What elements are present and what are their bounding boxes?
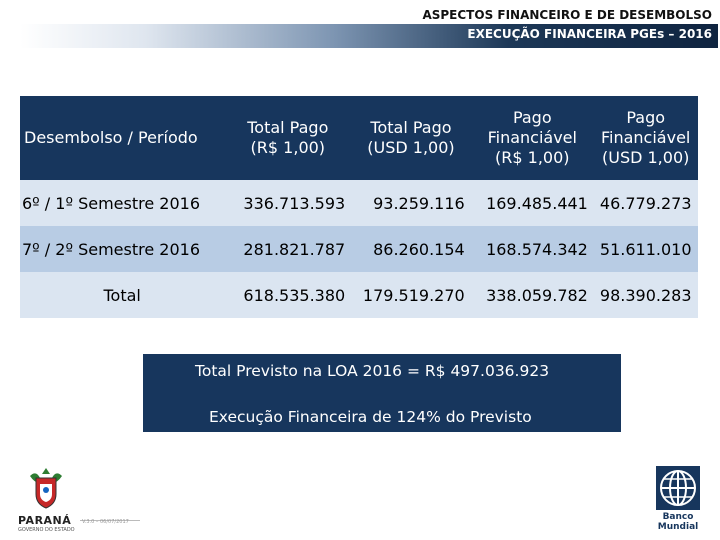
table-header-row: Desembolso / Período Total Pago (R$ 1,00)… [20, 96, 698, 180]
table-cell: 338.059.782 [470, 272, 594, 318]
header-subtitle: EXECUÇÃO FINANCEIRA PGEs – 2016 [467, 27, 712, 41]
table-cell: 46.779.273 [593, 180, 698, 226]
footer-divider [80, 520, 140, 521]
row-label: Total [20, 272, 225, 318]
table-row: 6º / 1º Semestre 2016 336.713.593 93.259… [20, 180, 698, 226]
parana-logo: PARANÁ GOVERNO DO ESTADO [18, 466, 78, 536]
banco-mundial-logo: Banco Mundial [652, 466, 700, 532]
row-label: 7º / 2º Semestre 2016 [20, 226, 225, 272]
table-row: 7º / 2º Semestre 2016 281.821.787 86.260… [20, 226, 698, 272]
table-cell: 98.390.283 [593, 272, 698, 318]
table-cell: 336.713.593 [224, 180, 352, 226]
table-cell: 51.611.010 [593, 226, 698, 272]
column-header: Total Pago (USD 1,00) [351, 96, 472, 180]
table-cell: 179.519.270 [351, 272, 471, 318]
header-bar [20, 24, 718, 48]
table-row-total: Total 618.535.380 179.519.270 338.059.78… [20, 272, 698, 318]
table-cell: 169.485.441 [470, 180, 594, 226]
summary-box: Total Previsto na LOA 2016 = R$ 497.036.… [143, 354, 621, 432]
column-header: Pago Financiável (USD 1,00) [593, 96, 698, 180]
table-cell: 93.259.116 [351, 180, 471, 226]
column-header: Pago Financiável (R$ 1,00) [470, 96, 595, 180]
table-cell: 281.821.787 [224, 226, 352, 272]
table-cell: 168.574.342 [470, 226, 594, 272]
header-title: ASPECTOS FINANCEIRO E DE DESEMBOLSO [422, 8, 712, 22]
parana-logo-word: PARANÁ [18, 514, 72, 527]
world-bank-globe-icon [656, 466, 700, 510]
column-header: Desembolso / Período [20, 96, 225, 180]
parana-logo-subtext: GOVERNO DO ESTADO [18, 527, 75, 533]
table-cell: 618.535.380 [224, 272, 352, 318]
summary-line: Execução Financeira de 124% do Previsto [209, 408, 532, 426]
version-text: V.3.0 – 06/07/2017 [82, 519, 129, 525]
column-header: Total Pago (R$ 1,00) [224, 96, 352, 180]
banco-mundial-text: Banco Mundial [657, 512, 699, 532]
table-cell: 86.260.154 [351, 226, 471, 272]
row-label: 6º / 1º Semestre 2016 [20, 180, 225, 226]
financial-table: Desembolso / Período Total Pago (R$ 1,00)… [20, 96, 698, 318]
summary-line: Total Previsto na LOA 2016 = R$ 497.036.… [195, 362, 550, 380]
parana-coat-of-arms-icon [30, 468, 62, 509]
